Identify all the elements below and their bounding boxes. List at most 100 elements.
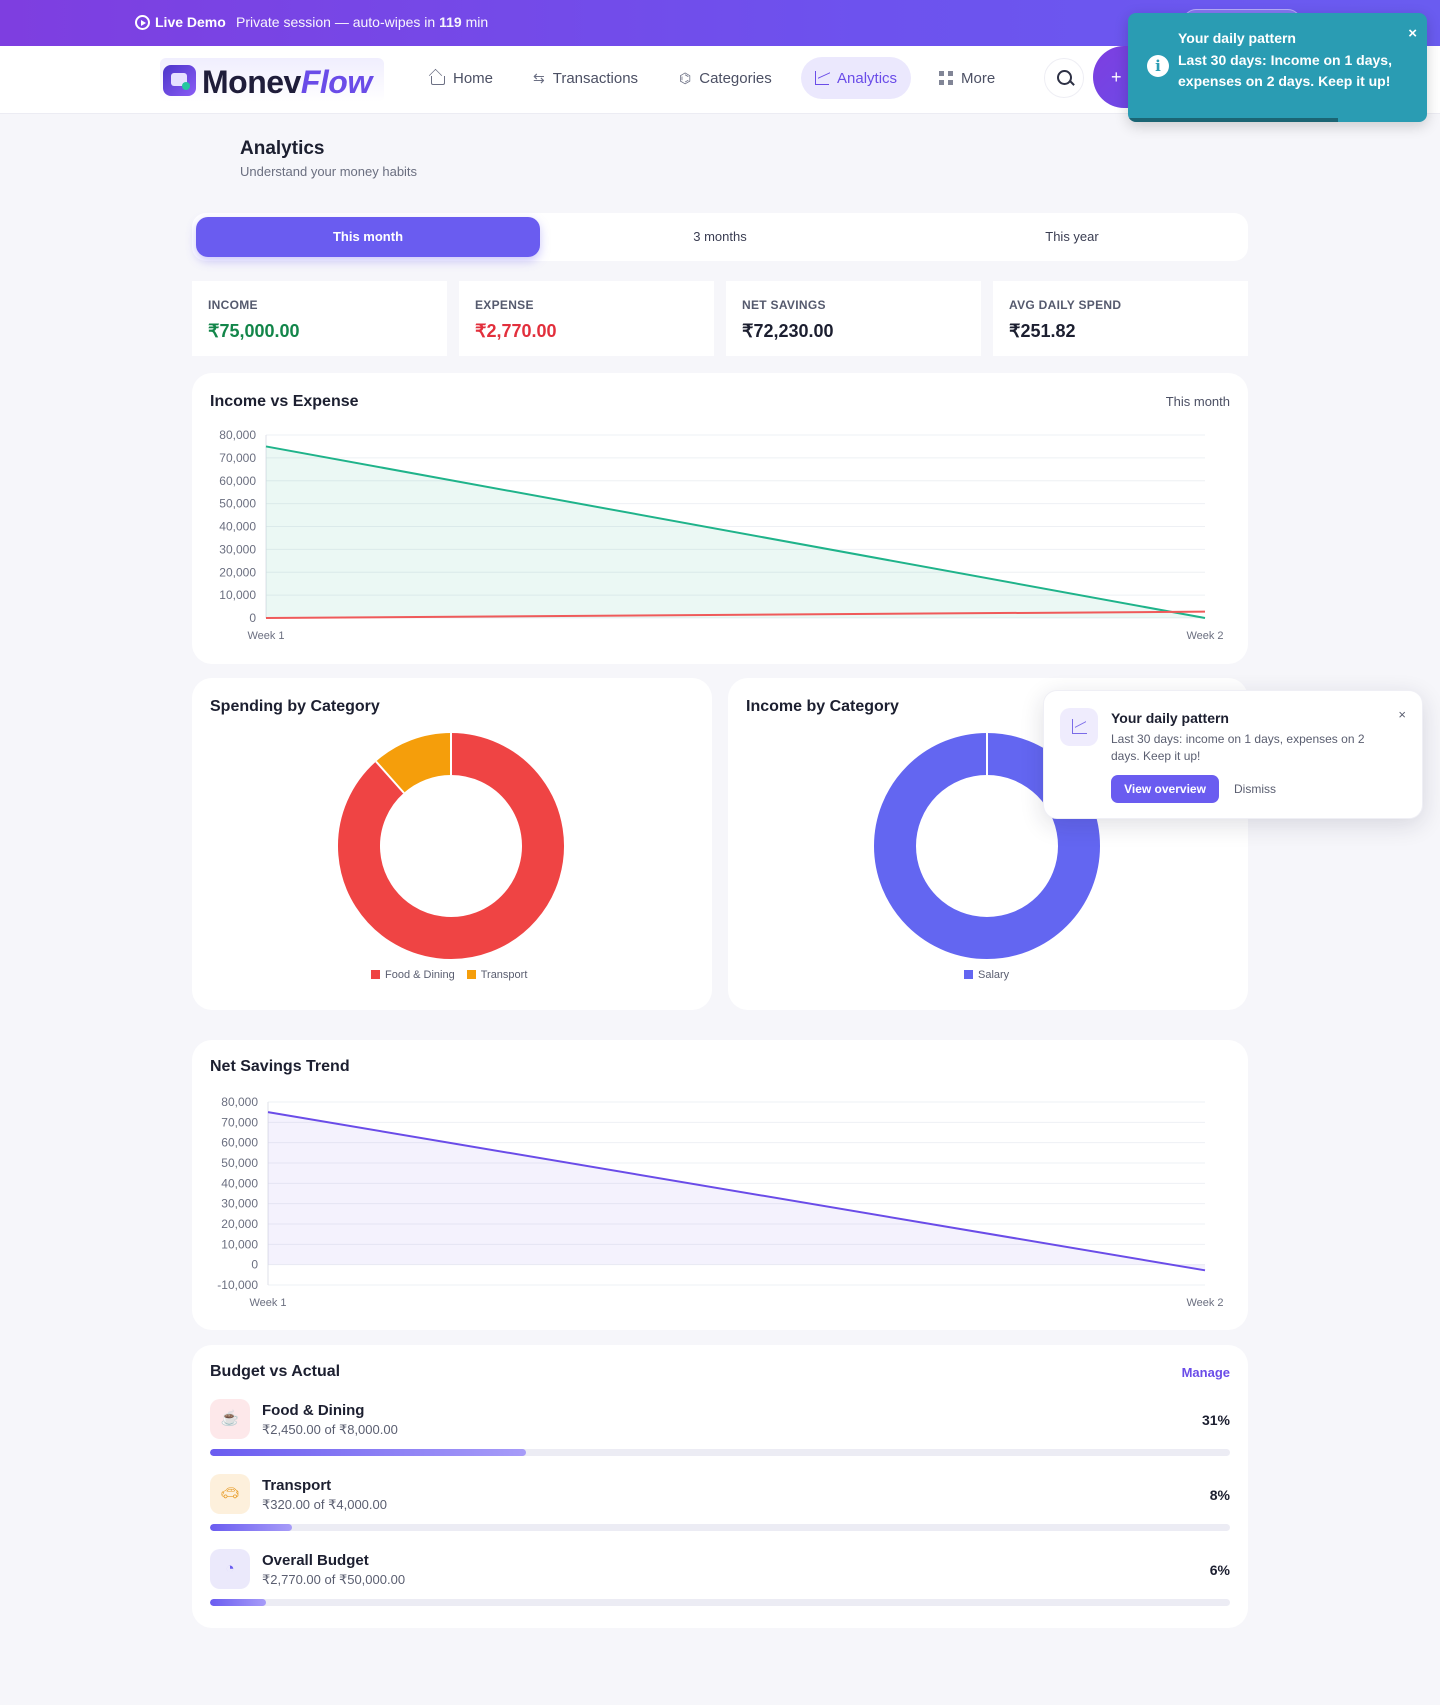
budget-row-food[interactable]: ☕ Food & Dining ₹2,450.00 of ₹8,000.00 3… — [210, 1399, 1230, 1465]
series-line — [265, 610, 1206, 619]
budget-row-overall[interactable]: ◔ Overall Budget ₹2,770.00 of ₹50,000.00… — [210, 1549, 1230, 1615]
spending-donut-chart — [338, 733, 564, 959]
budget-icon-box: ☕ — [210, 1399, 250, 1439]
session-unit: min — [465, 14, 489, 30]
view-overview-button[interactable]: View overview — [1111, 775, 1219, 803]
x-tick-label: Week 1 — [249, 1297, 286, 1309]
spending-legend: Food & Dining Transport — [371, 969, 527, 981]
session-minutes: 119 — [439, 14, 462, 30]
nav-more-label: More — [961, 69, 996, 87]
logo[interactable] — [160, 58, 384, 102]
coffee-icon: ☕ — [220, 1410, 240, 1427]
y-tick-label: 50,000 — [221, 1156, 258, 1170]
series-line — [265, 445, 1206, 619]
tag-icon: ⌬ — [679, 70, 692, 86]
budget-progress-fill — [210, 1599, 267, 1606]
y-tick-label: 40,000 — [221, 1176, 258, 1190]
income-expense-title: Income vs Expense — [210, 393, 359, 410]
income-expense-card: Income vs Expense This month 0 10,000 20,0… — [192, 373, 1248, 664]
popup-message: Last 30 days: income on 1 days, expenses… — [1111, 732, 1365, 763]
budget-row-percent: 31% — [1201, 1412, 1230, 1428]
stat-avg-daily-spend-value: ₹251.82 — [1009, 321, 1076, 341]
legend-label: Transport — [480, 969, 528, 981]
stat-income-label: INCOME — [208, 298, 258, 312]
brand-name: MonevFlow — [202, 64, 372, 101]
stat-expense-value: ₹2,770.00 — [475, 321, 557, 341]
legend-swatch — [371, 970, 380, 979]
legend-label: Salary — [978, 969, 1010, 981]
donut-slice — [375, 733, 452, 794]
x-tick-label: Week 2 — [1186, 1297, 1223, 1309]
nav-analytics[interactable]: Analytics — [801, 57, 912, 99]
y-tick-label: 0 — [251, 1258, 258, 1272]
budget-progress-fill — [210, 1524, 292, 1531]
y-tick-label: 70,000 — [219, 451, 256, 465]
y-tick-label: 0 — [249, 611, 256, 625]
chart-icon — [815, 71, 829, 85]
budget-progress-track — [210, 1524, 1230, 1531]
y-tick-label: 80,000 — [219, 428, 256, 442]
legend-label: Food & Dining — [385, 969, 455, 981]
grid-icon — [939, 71, 953, 85]
manage-budget-link[interactable]: Manage — [1181, 1365, 1230, 1380]
wallet-logo-icon — [163, 65, 196, 96]
income-expense-chart: 0 10,000 20,000 30,000 40,000 50,000 60,000 70,… — [219, 428, 1223, 642]
nav-more[interactable]: More — [925, 57, 1009, 99]
toast-progress-bar — [1128, 118, 1338, 122]
budget-row-transport[interactable]: 🚗︎ Transport ₹320.00 of ₹4,000.00 8% — [210, 1474, 1230, 1540]
y-tick-label: 20,000 — [219, 565, 256, 579]
stat-expense-label: EXPENSE — [475, 298, 534, 312]
income-category-title: Income by Category — [746, 698, 899, 715]
stat-expense: EXPENSE ₹2,770.00 — [459, 281, 714, 356]
nav-transactions[interactable]: ⇆ Transactions — [519, 57, 652, 99]
budget-row-amount: ₹2,770.00 of ₹50,000.00 — [262, 1572, 406, 1587]
slice-separator — [375, 760, 405, 794]
search-button[interactable] — [1044, 58, 1084, 98]
budget-progress-track — [210, 1599, 1230, 1606]
series-line — [267, 1111, 1206, 1272]
stat-avg-daily-spend: AVG DAILY SPEND ₹251.82 — [993, 281, 1248, 356]
y-tick-label: 40,000 — [219, 520, 256, 534]
donut-slice — [338, 733, 564, 959]
dismiss-button[interactable]: Dismiss — [1234, 782, 1276, 796]
y-tick-label: 20,000 — [221, 1217, 258, 1231]
y-tick-label: 30,000 — [219, 542, 256, 556]
budget-row-amount: ₹2,450.00 of ₹8,000.00 — [262, 1422, 398, 1437]
net-savings-card: Net Savings Trend -10,000 0 10,000 20,000 30… — [192, 1040, 1248, 1330]
y-tick-label: 60,000 — [221, 1136, 258, 1150]
budget-row-name: Overall Budget — [262, 1552, 369, 1569]
budget-card: Budget vs Actual Manage ☕ Food & Dining … — [192, 1345, 1248, 1628]
live-demo-label: Live Demo — [155, 14, 226, 30]
y-tick-label: -10,000 — [217, 1278, 258, 1292]
budget-row-name: Food & Dining — [262, 1402, 365, 1419]
income-legend: Salary — [964, 969, 1009, 981]
nav-transactions-label: Transactions — [552, 69, 639, 87]
info-icon: i — [1147, 55, 1169, 77]
stat-net-savings-label: NET SAVINGS — [742, 298, 826, 312]
y-tick-label: 60,000 — [219, 474, 256, 488]
toast-close-icon[interactable]: × — [1408, 25, 1417, 42]
nav-home[interactable]: Home — [417, 57, 507, 99]
legend-item: Salary — [964, 969, 1009, 981]
toast-notification: i Your daily pattern Last 30 days: Incom… — [1128, 13, 1427, 122]
page-title: Analytics — [240, 138, 325, 159]
popup-close-icon[interactable]: × — [1398, 707, 1406, 722]
brand-name-part2: Flow — [300, 64, 372, 100]
stat-income-value: ₹75,000.00 — [208, 321, 300, 341]
period-this-year[interactable]: This year — [1045, 229, 1099, 244]
nav-categories-label: Categories — [699, 69, 772, 87]
car-icon: 🚗︎ — [220, 1485, 240, 1502]
session-text-prefix: Private session — auto-wipes in — [236, 14, 436, 30]
pie-icon: ◔ — [225, 1560, 235, 1577]
nav-analytics-label: Analytics — [837, 69, 898, 87]
budget-progress-track — [210, 1449, 1230, 1456]
period-3-months[interactable]: 3 months — [693, 229, 747, 244]
period-this-month[interactable]: This month — [196, 217, 540, 257]
toast-message: Last 30 days: Income on 1 days, expenses… — [1178, 52, 1392, 89]
net-savings-title: Net Savings Trend — [210, 1058, 350, 1075]
budget-icon-box: 🚗︎ — [210, 1474, 250, 1514]
stat-net-savings-value: ₹72,230.00 — [742, 321, 834, 341]
nav-categories[interactable]: ⌬ Categories — [665, 57, 786, 99]
legend-item: Transport — [466, 969, 528, 981]
budget-progress-fill — [210, 1449, 527, 1456]
